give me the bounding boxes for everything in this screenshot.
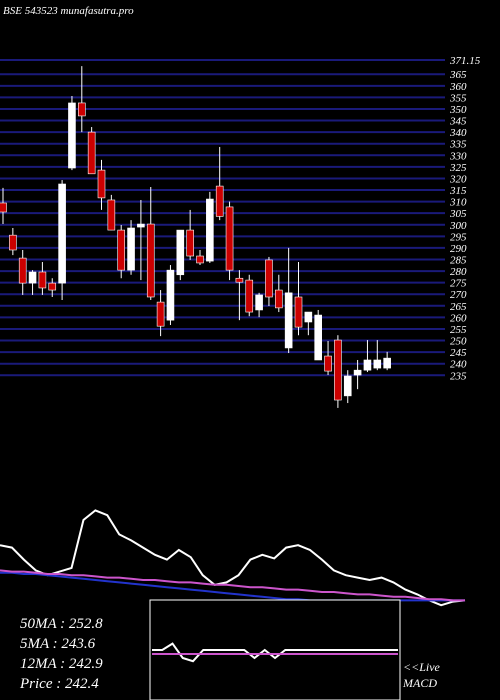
ma-label: 5MA : 243.6	[20, 636, 96, 652]
candle-body	[117, 229, 125, 271]
candle-body	[0, 202, 7, 213]
y-tick-label: 371.15	[449, 55, 481, 67]
candle-body	[225, 206, 234, 271]
y-tick-label: 285	[450, 254, 467, 266]
candle-body	[97, 169, 106, 199]
y-tick-label: 275	[450, 278, 467, 290]
y-tick-label: 250	[450, 336, 467, 348]
y-tick-label: 315	[449, 185, 467, 197]
y-tick-label: 265	[450, 301, 467, 313]
y-tick-label: 245	[450, 347, 467, 359]
candle-body	[314, 314, 323, 361]
candle-body	[146, 223, 155, 298]
candle-body	[324, 355, 332, 372]
candle-body	[58, 183, 66, 284]
candle-body	[235, 277, 244, 283]
y-tick-label: 310	[449, 197, 467, 209]
candle-body	[68, 102, 76, 169]
candle-body	[166, 269, 175, 321]
y-tick-label: 360	[449, 81, 467, 93]
y-tick-label: 235	[450, 370, 467, 382]
y-tick-label: 355	[449, 92, 467, 104]
candle-body	[176, 229, 185, 276]
macd-label: MACD	[402, 676, 437, 690]
y-tick-label: 325	[449, 162, 467, 174]
candle-body	[28, 271, 37, 284]
candle-body	[343, 375, 352, 397]
candle-body	[206, 198, 214, 262]
ma-line	[0, 509, 466, 607]
candle-body	[186, 229, 194, 257]
candle-body	[48, 282, 57, 291]
y-tick-label: 255	[450, 324, 467, 336]
candle-body	[245, 279, 254, 313]
candle-body	[255, 294, 263, 311]
candle-body	[107, 199, 116, 231]
y-tick-label: 270	[450, 289, 467, 301]
candle-body	[353, 369, 362, 376]
candle-body	[137, 223, 145, 228]
y-tick-label: 330	[449, 150, 467, 162]
candle-body	[78, 102, 86, 117]
candle-body	[304, 311, 313, 323]
candle-body	[87, 131, 96, 175]
y-tick-label: 300	[449, 220, 467, 232]
y-tick-label: 240	[450, 359, 467, 371]
y-tick-label: 280	[450, 266, 467, 278]
ma-label: Price : 242.4	[19, 676, 99, 692]
y-tick-label: 345	[449, 116, 467, 128]
candle-body	[9, 234, 17, 251]
y-tick-label: 295	[450, 231, 467, 243]
candle-body	[215, 185, 224, 217]
candle-body	[196, 255, 204, 264]
macd-line	[152, 642, 398, 663]
candle-body	[383, 357, 391, 369]
macd-label: <<Live	[403, 660, 441, 674]
candle-body	[156, 301, 165, 327]
y-tick-label: 320	[449, 173, 467, 185]
chart-title: BSE 543523 munafasutra.pro	[3, 5, 134, 17]
y-tick-label: 335	[449, 139, 467, 151]
candle-body	[334, 339, 342, 401]
candle-body	[274, 289, 283, 309]
candle-body	[18, 257, 27, 284]
y-tick-label: 365	[449, 69, 467, 81]
candle-body	[363, 359, 372, 371]
candle-body	[373, 359, 382, 369]
ma-label: 50MA : 252.8	[20, 616, 103, 632]
y-tick-label: 350	[449, 104, 467, 116]
candle-body	[265, 259, 273, 298]
candle-body	[294, 296, 303, 328]
y-tick-label: 340	[449, 127, 467, 139]
ma-line	[0, 569, 465, 602]
y-tick-label: 305	[449, 208, 467, 220]
candle-body	[284, 292, 293, 349]
y-tick-label: 290	[450, 243, 467, 255]
y-tick-label: 260	[450, 312, 467, 324]
candle-body	[38, 271, 47, 289]
candle-body	[127, 227, 135, 271]
ma-label: 12MA : 242.9	[20, 656, 103, 672]
